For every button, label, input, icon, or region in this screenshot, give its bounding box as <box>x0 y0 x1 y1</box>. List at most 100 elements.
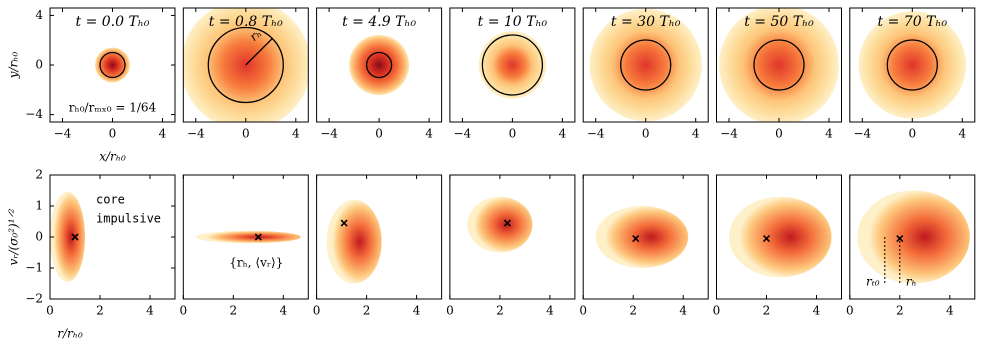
panel <box>183 8 309 122</box>
mean-marker <box>632 234 640 243</box>
x-tick-label: 0 <box>846 304 854 318</box>
x-tick-label: 0 <box>179 304 187 318</box>
x-tick-label: −4 <box>720 127 738 141</box>
panel <box>595 206 689 268</box>
frame <box>849 174 976 300</box>
panel <box>467 196 533 253</box>
x-tick-label: 0 <box>109 127 117 141</box>
phase-region <box>729 196 832 278</box>
x-tick-label: 2 <box>96 304 104 318</box>
x-tick-label: 4 <box>159 127 167 141</box>
x-tick-label: 2 <box>496 304 504 318</box>
x-tick-label: 4 <box>425 127 433 141</box>
x-tick-label: −4 <box>320 127 338 141</box>
x-tick-label: −4 <box>187 127 205 141</box>
panel <box>719 8 839 122</box>
x-tick-label: 0 <box>579 304 587 318</box>
x-tick-label: 0 <box>509 127 517 141</box>
x-tick-label: 4 <box>413 304 421 318</box>
annotation: impulsive <box>96 212 161 226</box>
panel-title: t = 70 Tₕ₀ <box>878 14 948 30</box>
x-tick-label: 4 <box>279 304 287 318</box>
density-blob <box>349 35 410 95</box>
x-tick-label: 4 <box>958 127 966 141</box>
frame <box>449 174 576 300</box>
x-tick-label: −4 <box>454 127 472 141</box>
half-mass-circle <box>365 51 393 79</box>
panel-title: t = 50 Tₕ₀ <box>744 14 814 30</box>
half-mass-circle <box>753 39 805 91</box>
x-tick-label: 0 <box>642 127 650 141</box>
density-blob <box>478 31 547 99</box>
x-tick-label: 0 <box>713 304 721 318</box>
x-tick-label: 4 <box>813 304 821 318</box>
frame <box>716 174 842 300</box>
half-mass-circle <box>620 39 672 91</box>
frame <box>316 174 443 300</box>
phase-region <box>50 192 85 282</box>
y-tick-label: 0 <box>35 230 43 244</box>
y-tick-label: −4 <box>25 107 43 121</box>
phase-region <box>195 230 301 244</box>
x-axis-label: r/rₕ₀ <box>57 327 83 341</box>
x-tick-label: 4 <box>946 304 954 318</box>
y-axis-label: y/rₕ₀ <box>7 52 21 80</box>
x-tick-label: 0 <box>375 127 383 141</box>
density-blob <box>858 11 967 119</box>
x-tick-label: −4 <box>54 127 72 141</box>
reference-label: rₕ <box>906 274 917 288</box>
panel-title: t = 30 Tₕ₀ <box>611 14 681 30</box>
half-mass-circle <box>481 34 544 96</box>
panel <box>50 192 85 282</box>
x-tick-label: 4 <box>825 127 833 141</box>
y-tick-label: 2 <box>35 168 43 182</box>
panel <box>858 11 967 119</box>
panel <box>478 31 547 99</box>
panel <box>326 199 382 284</box>
panel <box>349 35 410 95</box>
mean-marker <box>71 233 79 241</box>
radius-line <box>245 38 273 66</box>
y-axis-label: vᵣ/(σ₀²)¹ᐟ² <box>7 208 21 265</box>
density-blob <box>589 8 702 122</box>
panel <box>589 8 702 122</box>
x-axis-label: x/rₕ₀ <box>99 150 126 164</box>
frame <box>182 174 309 300</box>
x-tick-label: 0 <box>446 304 454 318</box>
annotation: core <box>96 193 125 207</box>
mean-marker <box>503 219 511 227</box>
x-tick-label: 2 <box>896 304 904 318</box>
frame <box>582 174 709 300</box>
y-tick-label: 0 <box>35 58 43 72</box>
mean-marker <box>762 234 771 243</box>
phase-region <box>595 206 689 268</box>
x-tick-label: 0 <box>908 127 916 141</box>
x-tick-label: 4 <box>679 304 687 318</box>
x-tick-label: 4 <box>146 304 154 318</box>
mean-marker <box>340 219 348 227</box>
x-tick-label: 2 <box>229 304 237 318</box>
x-tick-label: 4 <box>559 127 567 141</box>
x-tick-label: 2 <box>629 304 637 318</box>
panel-title: t = 10 Tₕ₀ <box>478 14 548 30</box>
annotation: {rₕ, ⟨vᵣ⟩} <box>229 256 283 270</box>
panel <box>195 230 301 244</box>
x-tick-label: 4 <box>692 127 700 141</box>
phase-region <box>857 190 970 284</box>
x-tick-label: 4 <box>546 304 554 318</box>
x-tick-label: 0 <box>242 127 250 141</box>
panel-title: t = 0.0 Tₕ₀ <box>76 14 150 30</box>
density-blob <box>719 8 839 122</box>
half-mass-circle <box>207 26 284 104</box>
panel <box>857 190 970 284</box>
panel <box>729 196 832 278</box>
y-tick-label: 4 <box>35 8 43 22</box>
panel-title: t = 4.9 Tₕ₀ <box>342 14 416 30</box>
half-mass-circle <box>99 51 126 79</box>
y-tick-label: 1 <box>35 199 43 213</box>
x-tick-label: −4 <box>587 127 605 141</box>
x-tick-label: 2 <box>363 304 371 318</box>
panel-title: t = 0.8 Tₕ₀ <box>209 14 283 30</box>
x-tick-label: 0 <box>775 127 783 141</box>
